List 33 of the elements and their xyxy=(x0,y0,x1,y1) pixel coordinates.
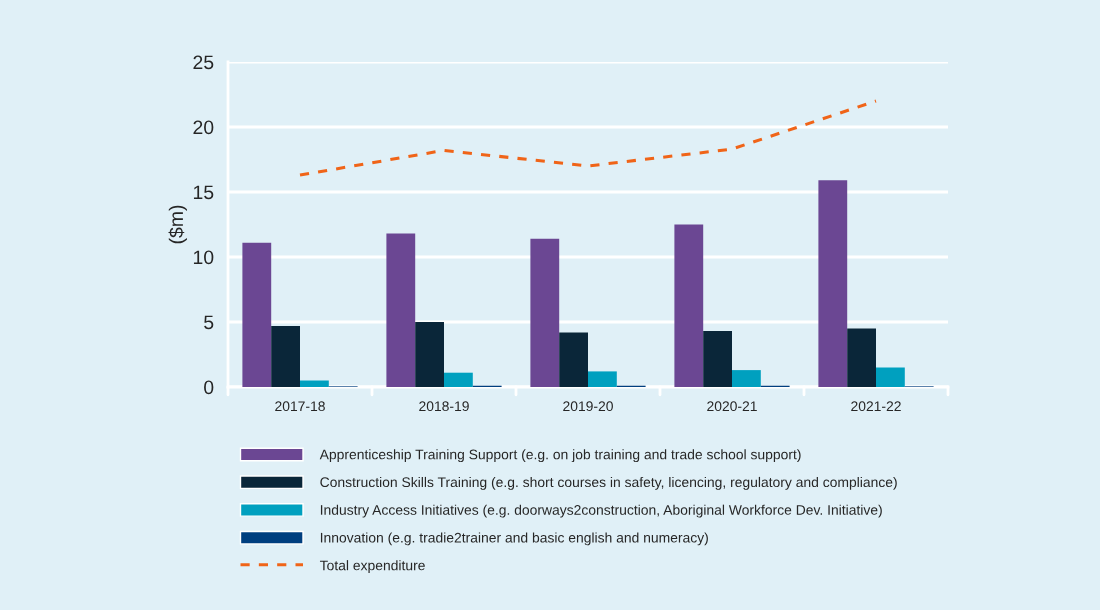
x-tick-label: 2020-21 xyxy=(707,401,757,412)
y-tick-label: 25 xyxy=(193,55,214,70)
bar xyxy=(732,370,761,387)
bar xyxy=(703,331,732,387)
bar xyxy=(847,328,876,387)
bar xyxy=(386,233,416,387)
bar xyxy=(242,242,272,387)
bar xyxy=(444,372,473,387)
bar xyxy=(559,332,588,387)
legend-label: Apprenticeship Training Support (e.g. on job training and trade school support) xyxy=(319,449,801,463)
legend-label: Innovation (e.g. tradie2trainer and basic english and numeracy) xyxy=(320,532,708,546)
legend-label: Industry Access Initiatives (e.g. doorways2construction, Aboriginal Workforce Dev. Initiative) xyxy=(320,504,882,518)
x-tick-label: 2021-22 xyxy=(851,401,901,412)
y-tick-label: 0 xyxy=(204,380,214,395)
y-tick-label: 15 xyxy=(193,185,214,200)
legend-label: Construction Skills Training (e.g. short courses in safety, licencing, regulatory and compliance) xyxy=(320,476,897,490)
legend-label: Total expenditure xyxy=(319,560,425,574)
bar xyxy=(271,325,300,387)
y-axis-title: ($m) xyxy=(168,205,187,244)
y-tick-label: 5 xyxy=(204,315,214,330)
bar xyxy=(530,238,560,387)
bar xyxy=(300,380,329,387)
bar xyxy=(818,180,848,387)
y-tick-label: 10 xyxy=(193,250,214,265)
bar xyxy=(588,371,617,387)
bar xyxy=(415,322,444,387)
x-tick-label: 2017-18 xyxy=(275,401,325,412)
x-tick-label: 2019-20 xyxy=(563,401,613,412)
line-series xyxy=(298,99,878,177)
bar xyxy=(674,224,704,387)
y-tick-label: 20 xyxy=(193,120,214,135)
bar xyxy=(876,367,905,387)
x-tick-label: 2018-19 xyxy=(419,401,469,412)
